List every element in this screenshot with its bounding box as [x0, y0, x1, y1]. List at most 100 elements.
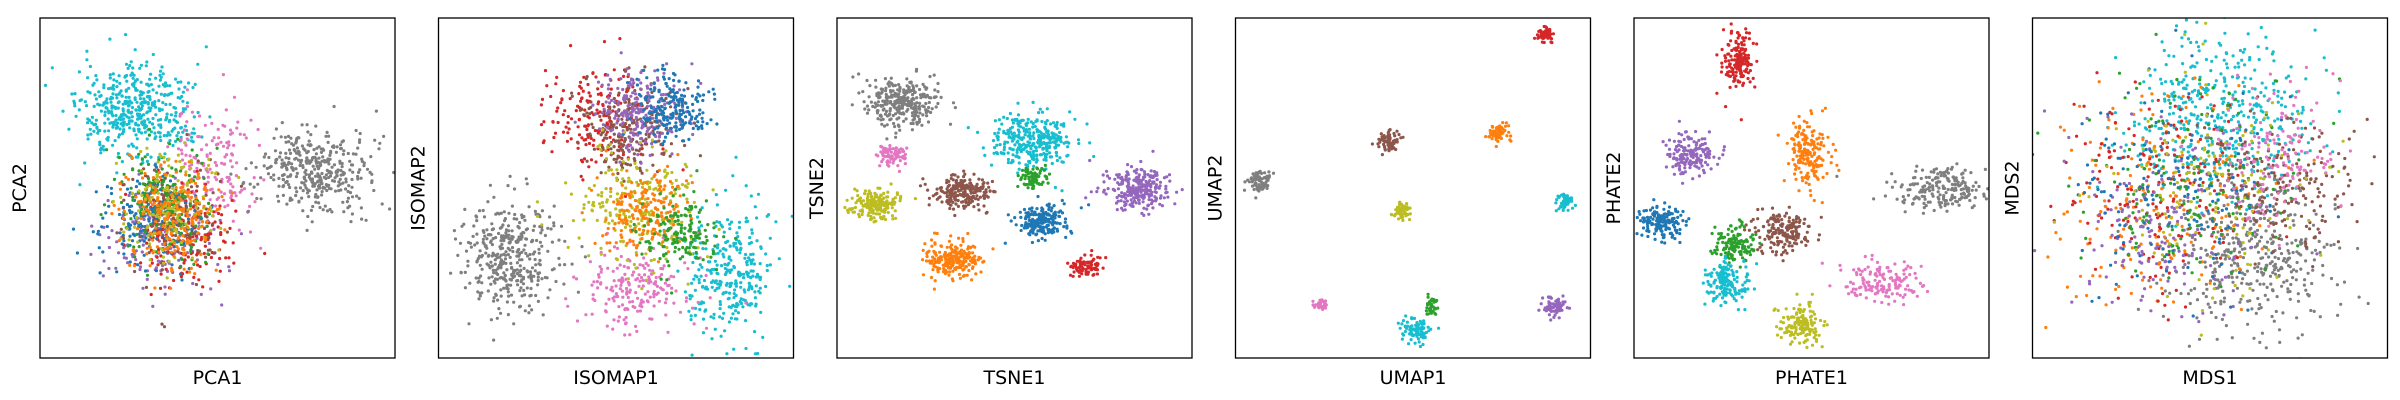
point-gray — [506, 313, 510, 317]
point-green — [714, 268, 719, 272]
point-brown — [206, 248, 210, 252]
point-orange — [193, 214, 197, 218]
point-purple — [127, 193, 131, 198]
point-orange — [194, 260, 198, 264]
point-red — [549, 94, 553, 99]
point-cyan — [67, 127, 71, 131]
point-cyan — [129, 111, 133, 115]
point-purple — [218, 218, 222, 222]
point-gray — [510, 266, 514, 270]
point-cyan — [753, 290, 757, 294]
point-pink — [244, 136, 248, 140]
scatter-points — [449, 37, 794, 357]
point-gray — [902, 112, 906, 116]
point-orange — [639, 211, 643, 215]
point-brown — [644, 132, 648, 136]
point-blue — [667, 94, 671, 98]
point-green — [171, 210, 175, 214]
point-green — [187, 173, 191, 178]
point-gray — [491, 251, 495, 255]
point-gray — [349, 220, 353, 224]
point-gray — [503, 273, 507, 278]
point-purple — [639, 137, 643, 141]
point-orange — [175, 207, 179, 211]
point-cyan — [139, 80, 143, 84]
point-pink — [238, 190, 242, 194]
point-brown — [570, 91, 574, 95]
point-purple — [227, 269, 232, 273]
point-gray — [307, 139, 311, 143]
point-orange — [174, 170, 178, 174]
point-pink — [222, 192, 227, 196]
point-cyan — [101, 144, 105, 148]
point-gray — [876, 103, 880, 107]
point-red — [195, 169, 199, 173]
point-gray — [918, 93, 923, 97]
point-gray — [282, 184, 286, 188]
point-orange — [644, 181, 648, 185]
point-purple — [151, 304, 155, 308]
point-gray — [508, 174, 512, 178]
point-gray — [306, 188, 310, 192]
point-orange — [637, 227, 642, 231]
point-blue — [671, 98, 676, 102]
point-cyan — [168, 133, 172, 137]
point-purple — [639, 161, 643, 165]
point-gray — [281, 164, 285, 168]
point-green — [189, 231, 193, 236]
point-pink — [596, 286, 600, 290]
point-gray — [884, 92, 888, 97]
point-cyan — [164, 118, 168, 122]
point-pink — [227, 175, 231, 180]
point-purple — [611, 128, 615, 132]
point-pink — [259, 246, 263, 250]
point-pink — [229, 182, 233, 186]
point-pink — [672, 275, 676, 279]
point-gray — [865, 104, 870, 108]
point-gray — [316, 172, 320, 176]
point-cyan — [192, 131, 196, 135]
point-brown — [632, 157, 636, 161]
point-olive — [122, 222, 126, 226]
point-orange — [203, 185, 207, 190]
point-gray — [482, 230, 486, 234]
point-orange — [165, 217, 169, 221]
point-gray — [294, 175, 299, 179]
point-red — [612, 68, 616, 72]
point-gray — [499, 239, 503, 243]
point-gray — [506, 283, 510, 287]
point-gray — [490, 243, 494, 247]
point-brown — [611, 125, 615, 129]
point-gray — [346, 196, 350, 200]
point-blue — [91, 230, 95, 234]
point-brown — [612, 145, 616, 149]
point-olive — [591, 200, 596, 205]
point-purple — [600, 83, 604, 87]
point-gray — [552, 224, 556, 228]
point-cyan — [111, 125, 115, 129]
point-pink — [618, 287, 622, 291]
point-gray — [249, 161, 253, 165]
point-olive — [582, 203, 586, 207]
point-gray — [562, 282, 566, 286]
point-olive — [615, 258, 620, 262]
point-purple — [628, 143, 633, 147]
point-cyan — [128, 126, 132, 130]
point-cyan — [166, 131, 170, 135]
point-cyan — [1015, 150, 1019, 154]
point-gray — [524, 237, 528, 241]
point-blue — [686, 105, 690, 110]
point-blue — [125, 202, 129, 207]
point-gray — [527, 311, 531, 315]
point-cyan — [134, 121, 138, 125]
point-olive — [599, 148, 603, 152]
point-cyan — [726, 239, 730, 243]
point-cyan — [95, 78, 99, 82]
point-orange — [651, 227, 656, 231]
point-gray — [533, 209, 538, 213]
point-purple — [635, 97, 640, 101]
point-pink — [603, 253, 607, 257]
point-blue — [144, 236, 148, 240]
point-gray — [335, 145, 339, 149]
point-gray — [889, 90, 893, 94]
